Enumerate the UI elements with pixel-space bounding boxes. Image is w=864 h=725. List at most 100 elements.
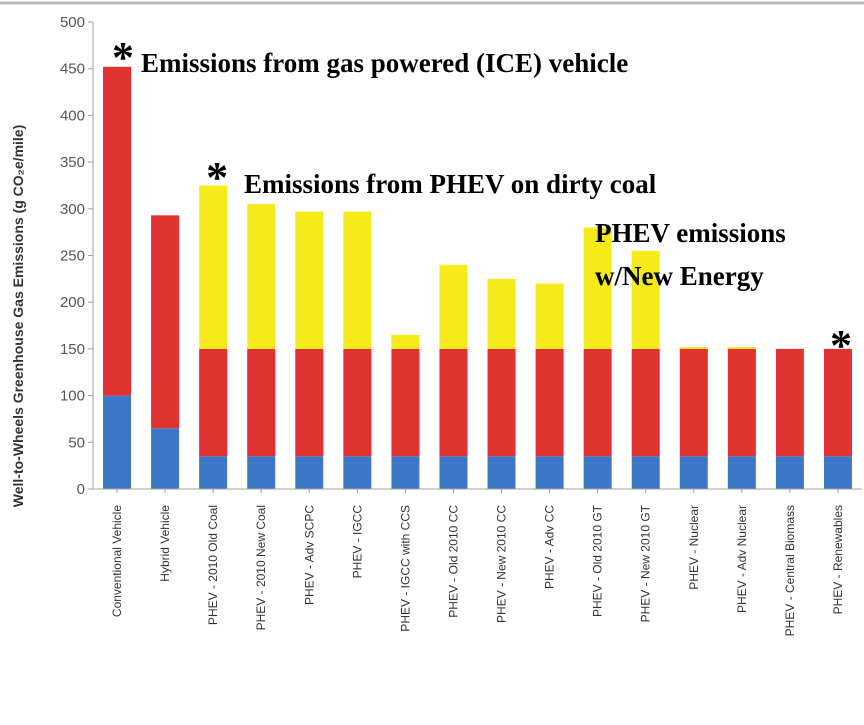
x-category-label: PHEV - 2010 New Coal	[254, 505, 268, 630]
x-category-label: PHEV - Adv SCPC	[302, 505, 316, 605]
x-category-label: PHEV - Adv CC	[543, 505, 557, 589]
bar-segment	[583, 227, 612, 349]
x-category-label: PHEV - Renewables	[831, 505, 845, 614]
y-tick-label: 200	[60, 294, 85, 311]
bar-segment	[487, 278, 516, 349]
bar-segment	[487, 348, 516, 457]
x-category-label: PHEV - Old 2010 GT	[591, 504, 605, 617]
y-tick-label: 450	[60, 61, 85, 78]
asterisk-ice: *	[112, 33, 134, 82]
bar-stack	[343, 211, 372, 489]
bar-segment	[679, 347, 708, 349]
bar-segment	[295, 348, 324, 457]
bar-segment	[727, 347, 756, 349]
bar-segment	[583, 456, 612, 489]
bar-segment	[295, 456, 324, 489]
bar-segment	[247, 456, 276, 489]
bar-stack	[391, 334, 420, 489]
bar-stack	[583, 227, 612, 489]
bar-segment	[823, 348, 852, 457]
bar-stack	[295, 211, 324, 489]
x-category-label: PHEV - New 2010 GT	[639, 504, 653, 622]
bar-segment	[535, 456, 564, 489]
bar-segment	[823, 456, 852, 489]
asterisk-coal: *	[206, 153, 228, 202]
bar-segment	[631, 250, 660, 349]
bar-stack	[247, 204, 276, 489]
bar-stack	[679, 347, 708, 489]
bar-segment	[439, 348, 468, 457]
bar-segment	[583, 348, 612, 457]
bar-segment	[151, 428, 180, 489]
x-category-label: PHEV - Nuclear	[687, 505, 701, 590]
annotation-new-energy-line2: w/New Energy	[595, 261, 764, 291]
bar-segment	[631, 348, 660, 457]
bar-segment	[535, 283, 564, 349]
bar-stack	[103, 66, 132, 489]
bar-segment	[439, 264, 468, 349]
bar-segment	[727, 456, 756, 489]
y-tick-label: 0	[77, 481, 85, 498]
bar-segment	[247, 204, 276, 349]
bars-layer	[103, 66, 852, 489]
y-tick-label: 250	[60, 248, 85, 265]
asterisk-renewables: *	[830, 321, 852, 370]
bar-stack	[535, 283, 564, 489]
annotations-layer: * Emissions from gas powered (ICE) vehicl…	[112, 33, 852, 370]
bar-segment	[775, 456, 804, 489]
bar-segment	[535, 348, 564, 457]
x-category-label: PHEV - 2010 Old Coal	[206, 505, 220, 625]
bar-segment	[199, 348, 228, 457]
bar-stack	[439, 264, 468, 489]
bar-segment	[727, 348, 756, 457]
bar-segment	[487, 456, 516, 489]
x-category-label: PHEV - New 2010 CC	[495, 505, 509, 623]
bar-stack	[727, 347, 756, 489]
bar-segment	[391, 456, 420, 489]
bar-segment	[103, 66, 132, 396]
bar-segment	[247, 348, 276, 457]
bar-segment	[199, 456, 228, 489]
bar-stack	[823, 348, 852, 489]
bar-stack	[775, 348, 804, 489]
y-tick-label: 500	[60, 14, 85, 31]
bar-stack	[151, 215, 180, 489]
bar-stack	[631, 250, 660, 489]
y-tick-label: 350	[60, 154, 85, 171]
bar-segment	[679, 456, 708, 489]
y-axis-label: Well-to-Wheels Greenhouse Gas Emissions …	[10, 125, 26, 508]
y-tick-label: 400	[60, 107, 85, 124]
annotation-new-energy-line1: PHEV emissions	[595, 218, 786, 248]
bar-segment	[199, 185, 228, 349]
bar-segment	[103, 395, 132, 489]
bar-segment	[343, 211, 372, 349]
axes-layer: 0 50 100 150 200 250 300 350 400 450 500 Convention…	[60, 14, 862, 636]
x-category-label: PHEV - Adv Nuclear	[735, 505, 749, 613]
y-tick-label: 50	[68, 434, 85, 451]
bar-segment	[151, 215, 180, 429]
bar-stack	[199, 185, 228, 489]
bar-segment	[391, 348, 420, 457]
bar-segment	[295, 211, 324, 349]
y-tick-label: 100	[60, 388, 85, 405]
bar-segment	[343, 348, 372, 457]
x-category-label: PHEV - IGCC with CCS	[398, 505, 412, 632]
x-category-label: PHEV - Central Biomass	[783, 505, 797, 636]
annotation-ice: Emissions from gas powered (ICE) vehicle	[141, 48, 628, 78]
bar-segment	[679, 348, 708, 457]
annotation-coal: Emissions from PHEV on dirty coal	[244, 169, 657, 199]
y-tick-label: 150	[60, 341, 85, 358]
bar-segment	[439, 456, 468, 489]
x-category-label: Conventional Vehicle	[110, 505, 124, 617]
x-category-label: PHEV - IGCC	[350, 505, 364, 579]
bar-stack	[487, 278, 516, 489]
bar-segment	[343, 456, 372, 489]
x-category-label: Hybrid Vehicle	[158, 505, 172, 582]
bar-segment	[631, 456, 660, 489]
bar-segment	[391, 334, 420, 349]
bar-segment	[775, 348, 804, 457]
y-tick-label: 300	[60, 201, 85, 218]
